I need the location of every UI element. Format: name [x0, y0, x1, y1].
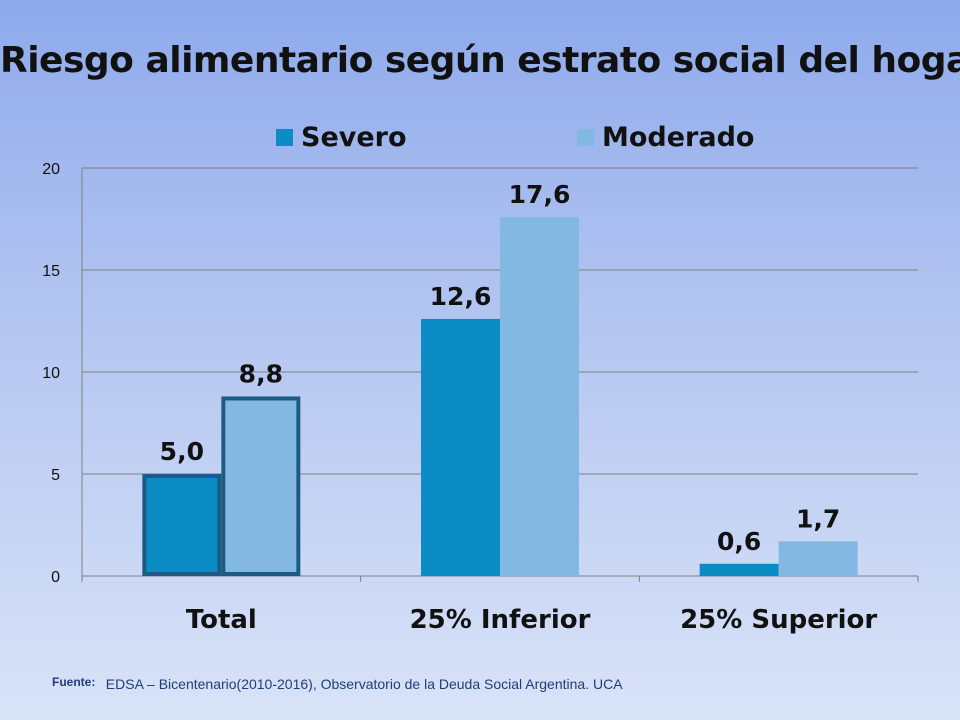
data-label: 17,6 [509, 180, 571, 209]
y-tick-label: 0 [51, 569, 60, 586]
y-tick-label: 5 [51, 467, 60, 484]
legend-label-severo: Severo [301, 122, 407, 153]
data-label: 8,8 [239, 359, 283, 388]
bar-moderado-2 [778, 541, 858, 576]
legend-item-moderado: Moderado [577, 122, 754, 153]
bar-severo-2 [699, 563, 779, 576]
x-category-label: 25% Superior [680, 605, 877, 635]
y-tick-label: 10 [42, 365, 60, 382]
chart-title: Riesgo alimentario según estrato social … [0, 40, 960, 81]
bar-severo-0 [142, 474, 222, 576]
bar-moderado-1 [500, 216, 579, 576]
bar-severo-1 [421, 318, 500, 576]
data-label: 1,7 [796, 504, 840, 533]
x-category-label: 25% Inferior [410, 605, 591, 635]
legend-label-moderado: Moderado [602, 122, 755, 153]
x-category-label: Total [186, 605, 257, 635]
data-label: 5,0 [160, 437, 204, 466]
legend-swatch-moderado [577, 129, 594, 146]
bar-moderado-0 [221, 396, 301, 577]
source-label: Fuente: [52, 675, 96, 689]
source-text: EDSA – Bicentenario(2010-2016), Observat… [105, 676, 623, 692]
y-tick-label: 20 [42, 161, 60, 178]
data-label: 12,6 [430, 282, 492, 311]
legend-swatch-severo [276, 129, 293, 146]
y-tick-label: 15 [42, 263, 60, 280]
legend: Severo Moderado [0, 122, 960, 158]
data-label: 0,6 [717, 527, 761, 556]
legend-item-severo: Severo [276, 122, 407, 153]
source-note: Fuente: EDSA – Bicentenario(2010-2016), … [52, 675, 623, 694]
